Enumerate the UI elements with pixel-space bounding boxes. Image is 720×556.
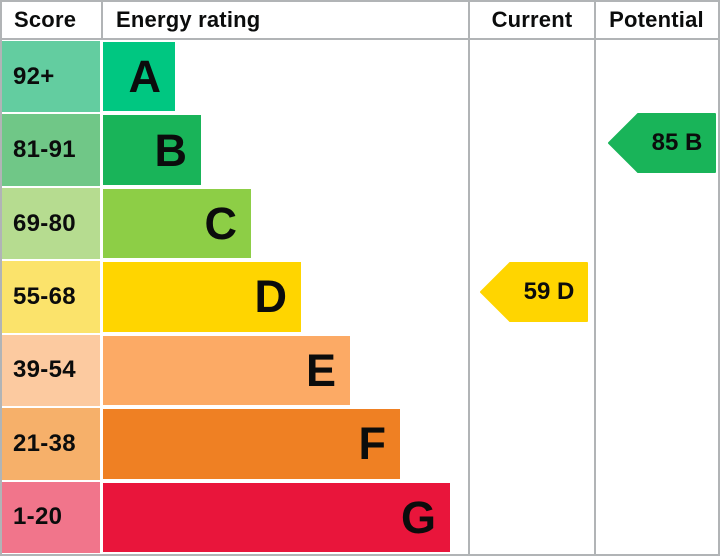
potential-rating-arrow: 85 B — [608, 113, 716, 173]
band-bar-f: F — [103, 409, 400, 479]
potential-column-divider — [594, 2, 596, 554]
current-column-divider — [468, 2, 470, 554]
current-column-header: Current — [491, 7, 573, 32]
score-column-divider — [101, 2, 103, 38]
band-letter: A — [128, 51, 162, 103]
score-range-label: 39-54 — [13, 356, 76, 384]
score-range-e: 39-54 — [2, 334, 100, 407]
band-row-b: 81-91 B — [2, 113, 718, 186]
band-letter: C — [204, 198, 238, 250]
score-range-label: 55-68 — [13, 282, 76, 310]
chart-header: Score Energy rating Current Potential — [2, 2, 718, 40]
left-arrow-icon — [480, 262, 588, 322]
score-range-a: 92+ — [2, 41, 100, 113]
band-letter: D — [254, 271, 288, 323]
band-bar-d: D — [103, 262, 301, 332]
band-row-f: 21-38 F — [2, 407, 718, 480]
current-rating-value: 59 D — [523, 278, 575, 305]
score-range-d: 55-68 — [2, 261, 100, 333]
band-row-g: 1-20 G — [2, 481, 718, 554]
band-bar-c: C — [103, 188, 251, 259]
score-range-c: 69-80 — [2, 187, 100, 260]
band-bar-a: A — [103, 42, 175, 112]
score-range-f: 21-38 — [2, 408, 100, 480]
band-letter: G — [400, 491, 436, 543]
score-range-label: 92+ — [13, 62, 55, 90]
band-letter: E — [305, 344, 336, 396]
energy-rating-column-header: Energy rating — [116, 7, 261, 32]
score-range-label: 1-20 — [13, 503, 63, 531]
band-row-a: 92+ A — [2, 40, 718, 113]
band-letter: F — [358, 418, 387, 470]
band-row-c: 69-80 C — [2, 187, 718, 260]
band-letter: B — [154, 124, 188, 176]
band-row-e: 39-54 E — [2, 334, 718, 407]
score-column-header: Score — [14, 7, 77, 32]
score-range-label: 69-80 — [13, 209, 76, 237]
potential-column-header: Potential — [609, 7, 704, 32]
band-rows: 92+ A 81-91 B 69-80 C 55-68 — [2, 40, 718, 554]
score-range-g: 1-20 — [2, 481, 100, 553]
band-bar-e: E — [103, 335, 350, 406]
band-row-d: 55-68 D — [2, 260, 718, 333]
score-range-b: 81-91 — [2, 114, 100, 186]
potential-rating-value: 85 B — [651, 129, 703, 156]
score-range-label: 81-91 — [13, 136, 76, 164]
band-bar-g: G — [103, 482, 450, 552]
score-range-label: 21-38 — [13, 429, 76, 457]
current-rating-arrow: 59 D — [480, 262, 588, 322]
left-arrow-icon — [608, 113, 716, 173]
band-bar-b: B — [103, 115, 201, 185]
